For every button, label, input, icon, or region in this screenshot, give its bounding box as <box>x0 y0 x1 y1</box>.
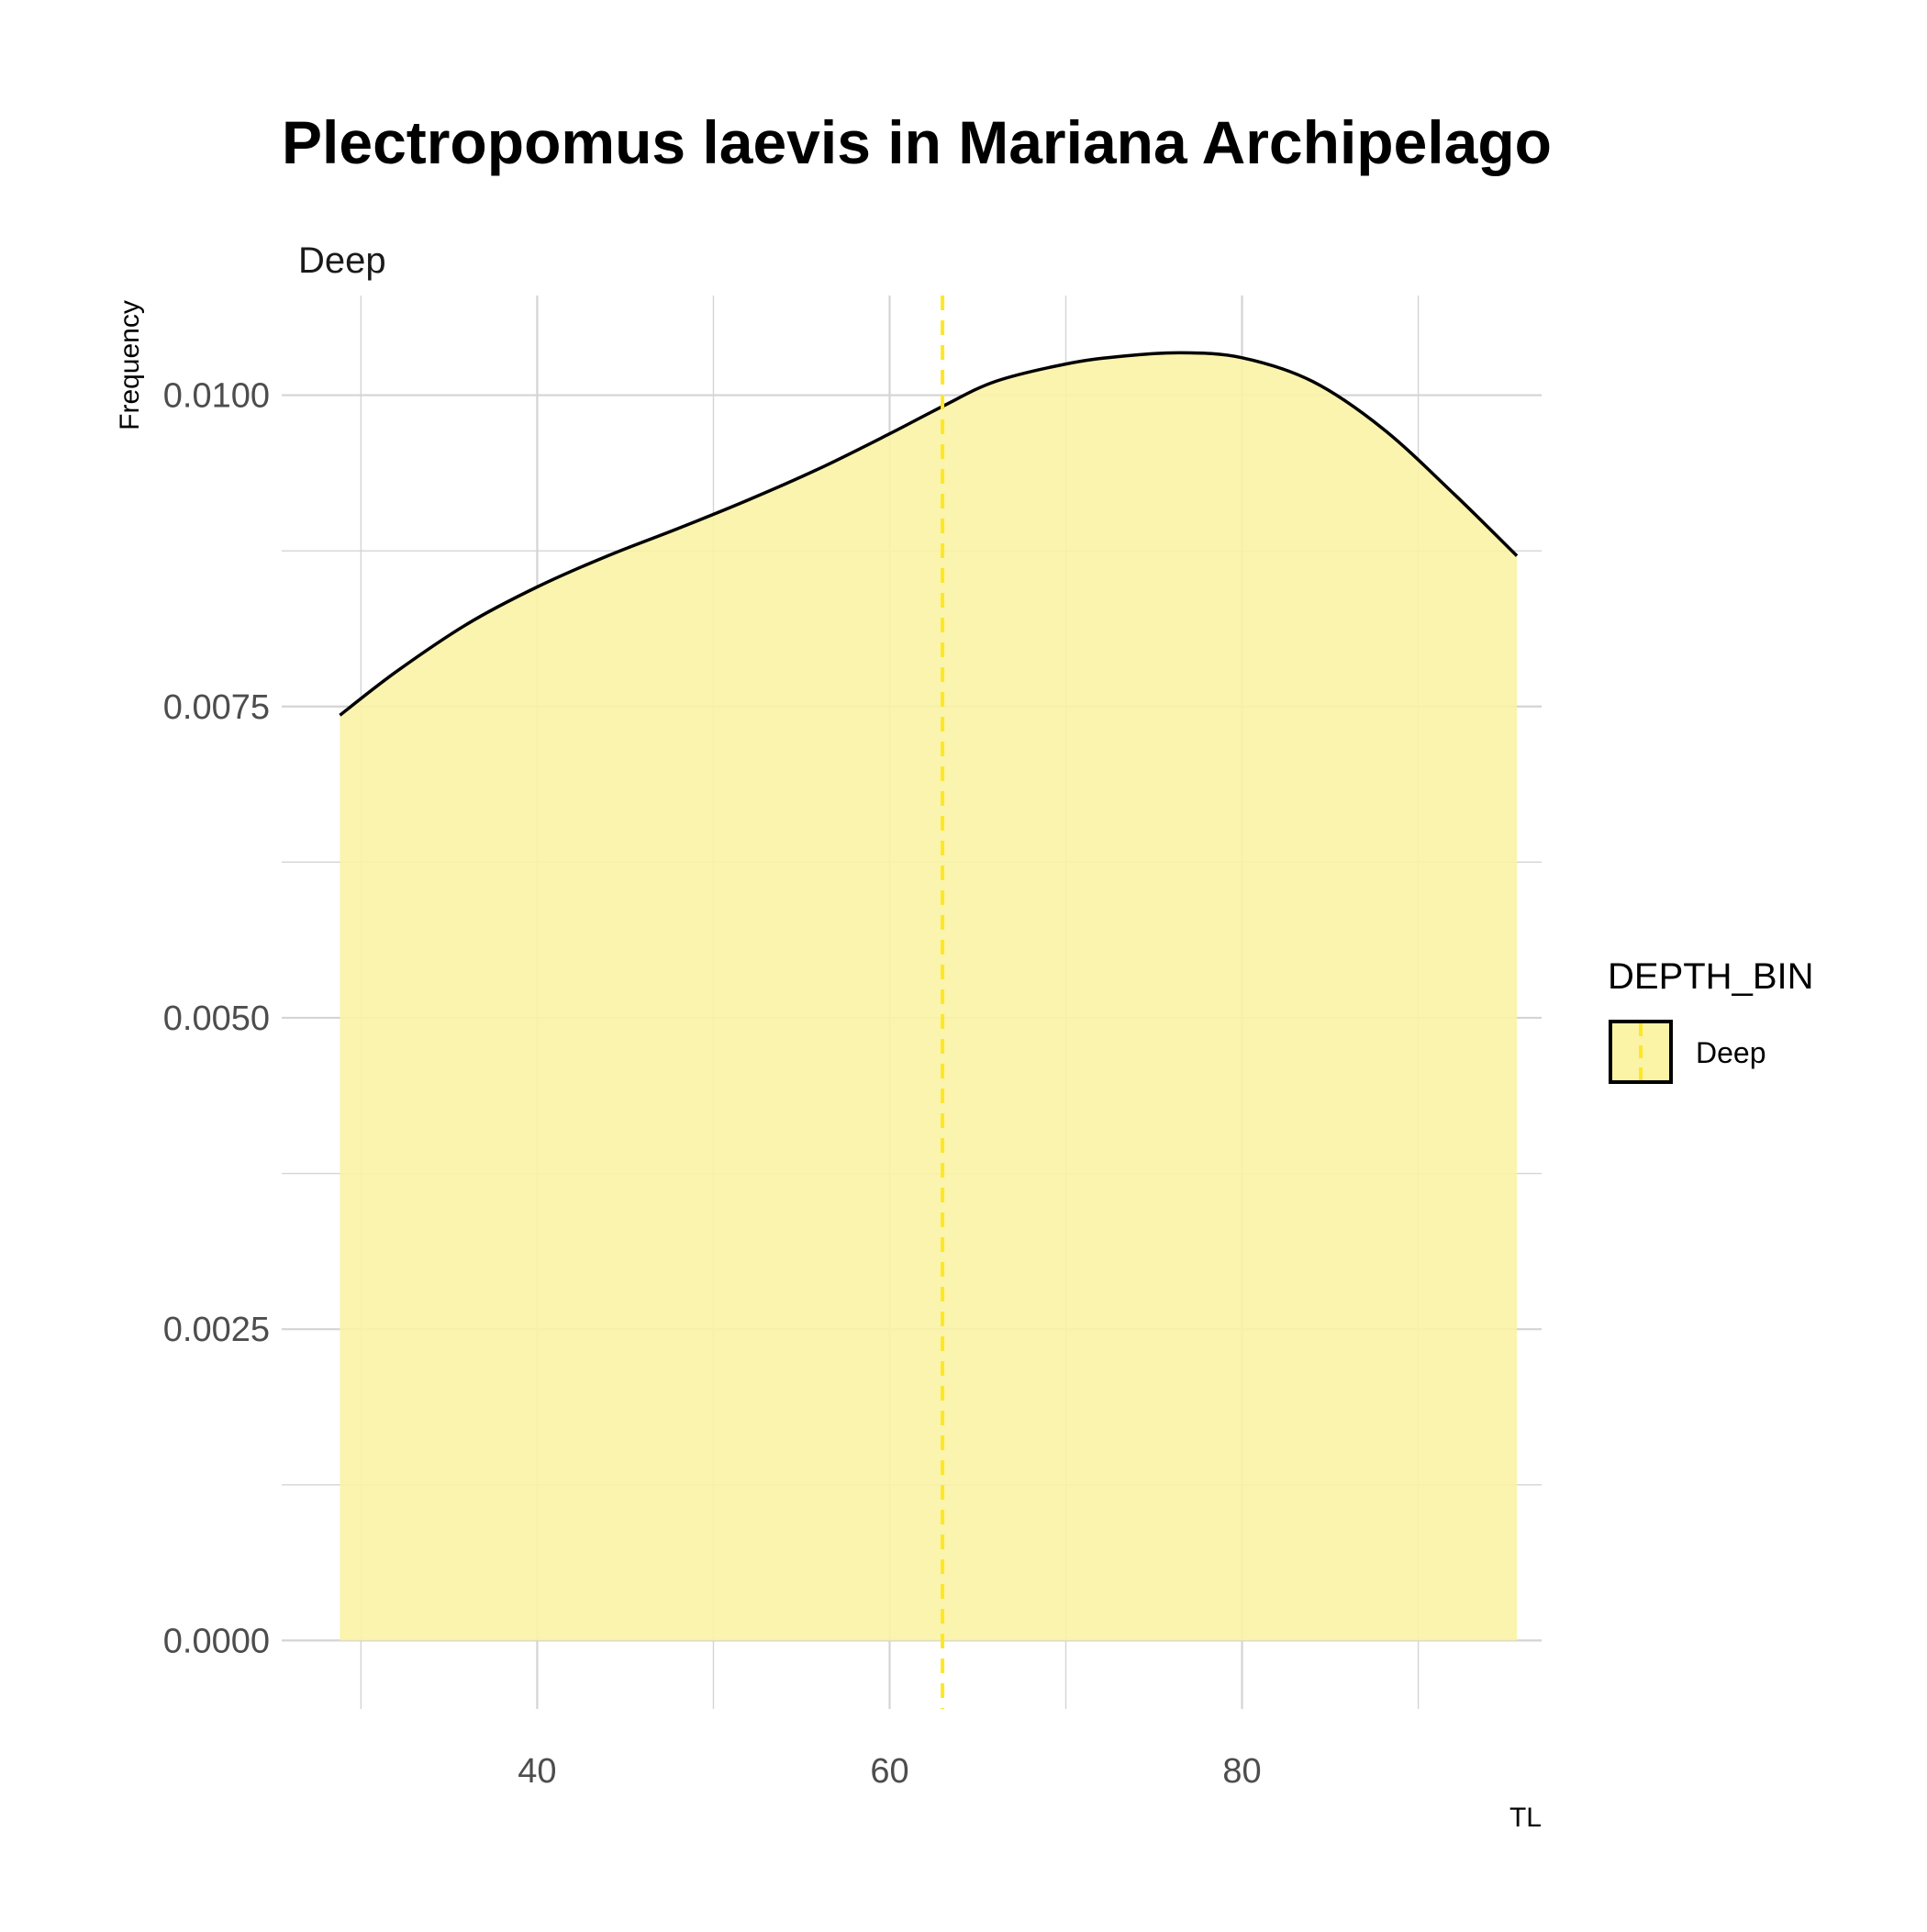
legend-label-deep: Deep <box>1696 1036 1766 1069</box>
x-tick-label: 60 <box>870 1752 908 1791</box>
x-axis-title: TL <box>1509 1803 1542 1833</box>
chart-title: Plectropomus laevis in Mariana Archipela… <box>282 108 1552 176</box>
legend: DEPTH_BIN Deep <box>1608 956 1814 1084</box>
y-tick-label: 0.0025 <box>163 1311 270 1349</box>
legend-title: DEPTH_BIN <box>1608 956 1814 997</box>
density-area-deep <box>340 352 1518 1641</box>
y-tick-label: 0.0000 <box>163 1622 270 1660</box>
plot-area <box>339 296 1519 1709</box>
density-line-deep <box>339 351 1519 717</box>
y-tick-label: 0.0075 <box>163 688 270 727</box>
y-axis-title: Frequency <box>115 300 145 430</box>
x-tick-label: 40 <box>518 1752 556 1791</box>
facet-label: Deep <box>298 240 386 281</box>
tick-labels: 40 60 80 0.0000 0.0025 0.0050 0.0075 0.0100 <box>163 377 1262 1791</box>
x-tick-label: 80 <box>1222 1752 1261 1791</box>
y-tick-label: 0.0050 <box>163 1000 270 1038</box>
y-tick-label: 0.0100 <box>163 377 270 416</box>
